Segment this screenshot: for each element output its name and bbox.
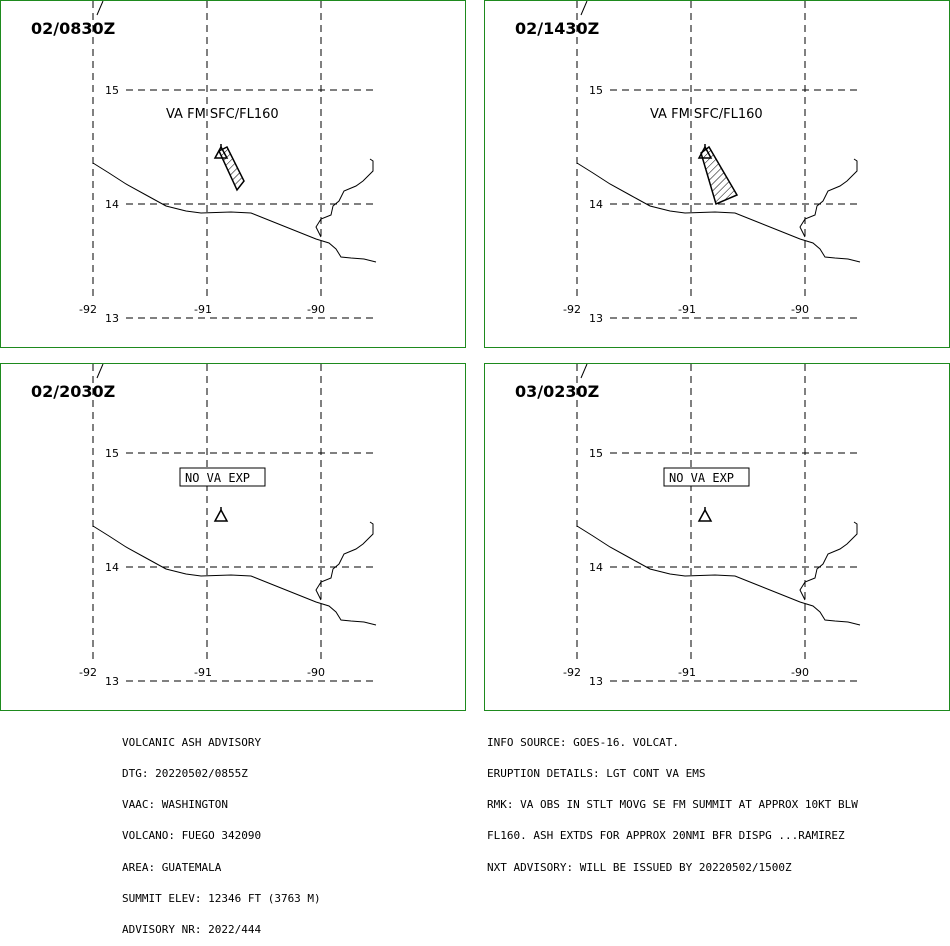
lon-label: -92: [79, 303, 97, 316]
advisory-line: VOLCANO: FUEGO 342090: [122, 829, 262, 843]
map-canvas: NO VA EXP 02/2030Z 15 14 13 -92 -91 -90: [31, 364, 377, 688]
map-panel-2: 02/1430Z VA FM SFC/FL160 15 14 13 -92 -9…: [484, 0, 950, 348]
lat-label: 13: [105, 312, 119, 325]
ash-label: VA FM SFC/FL160: [650, 107, 763, 122]
lat-label: 14: [105, 198, 119, 211]
lon-label: -91: [194, 303, 212, 316]
panel-time: 03/0230Z: [515, 382, 599, 401]
map-edge-line: [96, 364, 104, 379]
map-edge-line: [96, 1, 104, 16]
lon-gridlines: [576, 1, 806, 299]
lon-label: -90: [791, 666, 809, 679]
lat-label: 13: [589, 675, 603, 688]
lat-label: 13: [105, 675, 119, 688]
lon-label: -91: [194, 666, 212, 679]
lat-label: 15: [589, 84, 603, 97]
ash-label: VA FM SFC/FL160: [166, 107, 279, 122]
map-panel-4: NO VA EXP 03/0230Z 15 14 13 -92 -91 -90: [484, 363, 950, 711]
lat-gridlines: [126, 89, 376, 319]
advisory-line: VAAC: WASHINGTON: [122, 798, 228, 812]
coastline: [92, 525, 377, 626]
lat-gridlines: [610, 89, 860, 319]
panel-time: 02/1430Z: [515, 19, 599, 38]
lat-label: 14: [589, 561, 603, 574]
map-canvas: 02/1430Z VA FM SFC/FL160 15 14 13 -92 -9…: [515, 1, 861, 325]
lon-label: -92: [79, 666, 97, 679]
advisory-line: RMK: VA OBS IN STLT MOVG SE FM SUMMIT AT…: [487, 798, 858, 812]
lat-label: 14: [589, 198, 603, 211]
lat-label: 15: [105, 84, 119, 97]
map-canvas: 02/0830Z VA FM SFC/FL160 15 14 13 -92 -9…: [31, 1, 377, 325]
advisory-line: DTG: 20220502/0855Z: [122, 767, 248, 781]
coastline: [576, 525, 861, 626]
advisory-line: NXT ADVISORY: WILL BE ISSUED BY 20220502…: [487, 860, 792, 874]
map-edge-line: [580, 364, 588, 379]
lon-label: -92: [563, 303, 581, 316]
coastline-north: [315, 521, 374, 601]
advisory-details-text: INFO SOURCE: GOES-16. VOLCAT. ERUPTION D…: [487, 717, 858, 883]
map-edge-line: [580, 1, 588, 16]
lat-label: 14: [105, 561, 119, 574]
volcano-triangle-icon: [213, 507, 229, 522]
advisory-line: VOLCANIC ASH ADVISORY: [122, 735, 262, 749]
panel-time: 02/0830Z: [31, 19, 115, 38]
coastline-north: [799, 521, 858, 601]
lon-label: -90: [791, 303, 809, 316]
coastline-north: [799, 158, 858, 238]
lon-gridlines: [92, 364, 322, 662]
no-va-label: NO VA EXP: [669, 471, 734, 485]
advisory-line: ADVISORY NR: 2022/444: [122, 923, 262, 937]
lon-label: -92: [563, 666, 581, 679]
lon-gridlines: [576, 364, 806, 662]
no-va-label: NO VA EXP: [185, 471, 250, 485]
coastline-north: [315, 158, 374, 238]
advisory-line: FL160. ASH EXTDS FOR APPROX 20NMI BFR DI…: [487, 829, 845, 843]
advisory-line: INFO SOURCE: GOES-16. VOLCAT.: [487, 735, 680, 749]
no-va-box: [663, 467, 750, 487]
advisory-line: AREA: GUATEMALA: [122, 860, 222, 874]
no-va-box: [179, 467, 266, 487]
volcano-triangle-icon: [213, 144, 229, 159]
lat-label: 13: [589, 312, 603, 325]
advisory-line: SUMMIT ELEV: 12346 FT (3763 M): [122, 891, 321, 905]
map-panel-3: NO VA EXP 02/2030Z 15 14 13 -92 -91 -90: [0, 363, 466, 711]
lon-label: -91: [678, 303, 696, 316]
coastline: [576, 162, 861, 263]
lat-label: 15: [105, 447, 119, 460]
volcano-triangle-icon: [697, 144, 713, 159]
lon-gridlines: [92, 1, 322, 299]
panel-time: 02/2030Z: [31, 382, 115, 401]
advisory-header-text: VOLCANIC ASH ADVISORY DTG: 20220502/0855…: [122, 717, 321, 946]
map-panel-1: 02/0830Z VA FM SFC/FL160 15 14 13 -92 -9…: [0, 0, 466, 348]
lat-gridlines: [610, 452, 860, 682]
lat-gridlines: [126, 452, 376, 682]
lon-label: -90: [307, 303, 325, 316]
lat-label: 15: [589, 447, 603, 460]
lon-label: -90: [307, 666, 325, 679]
advisory-line: ERUPTION DETAILS: LGT CONT VA EMS: [487, 767, 706, 781]
volcano-triangle-icon: [697, 507, 713, 522]
ash-cloud-area: [218, 145, 245, 192]
lon-label: -91: [678, 666, 696, 679]
coastline: [92, 162, 377, 263]
ash-cloud-area: [700, 145, 739, 206]
map-canvas: NO VA EXP 03/0230Z 15 14 13 -92 -91 -90: [515, 364, 861, 688]
